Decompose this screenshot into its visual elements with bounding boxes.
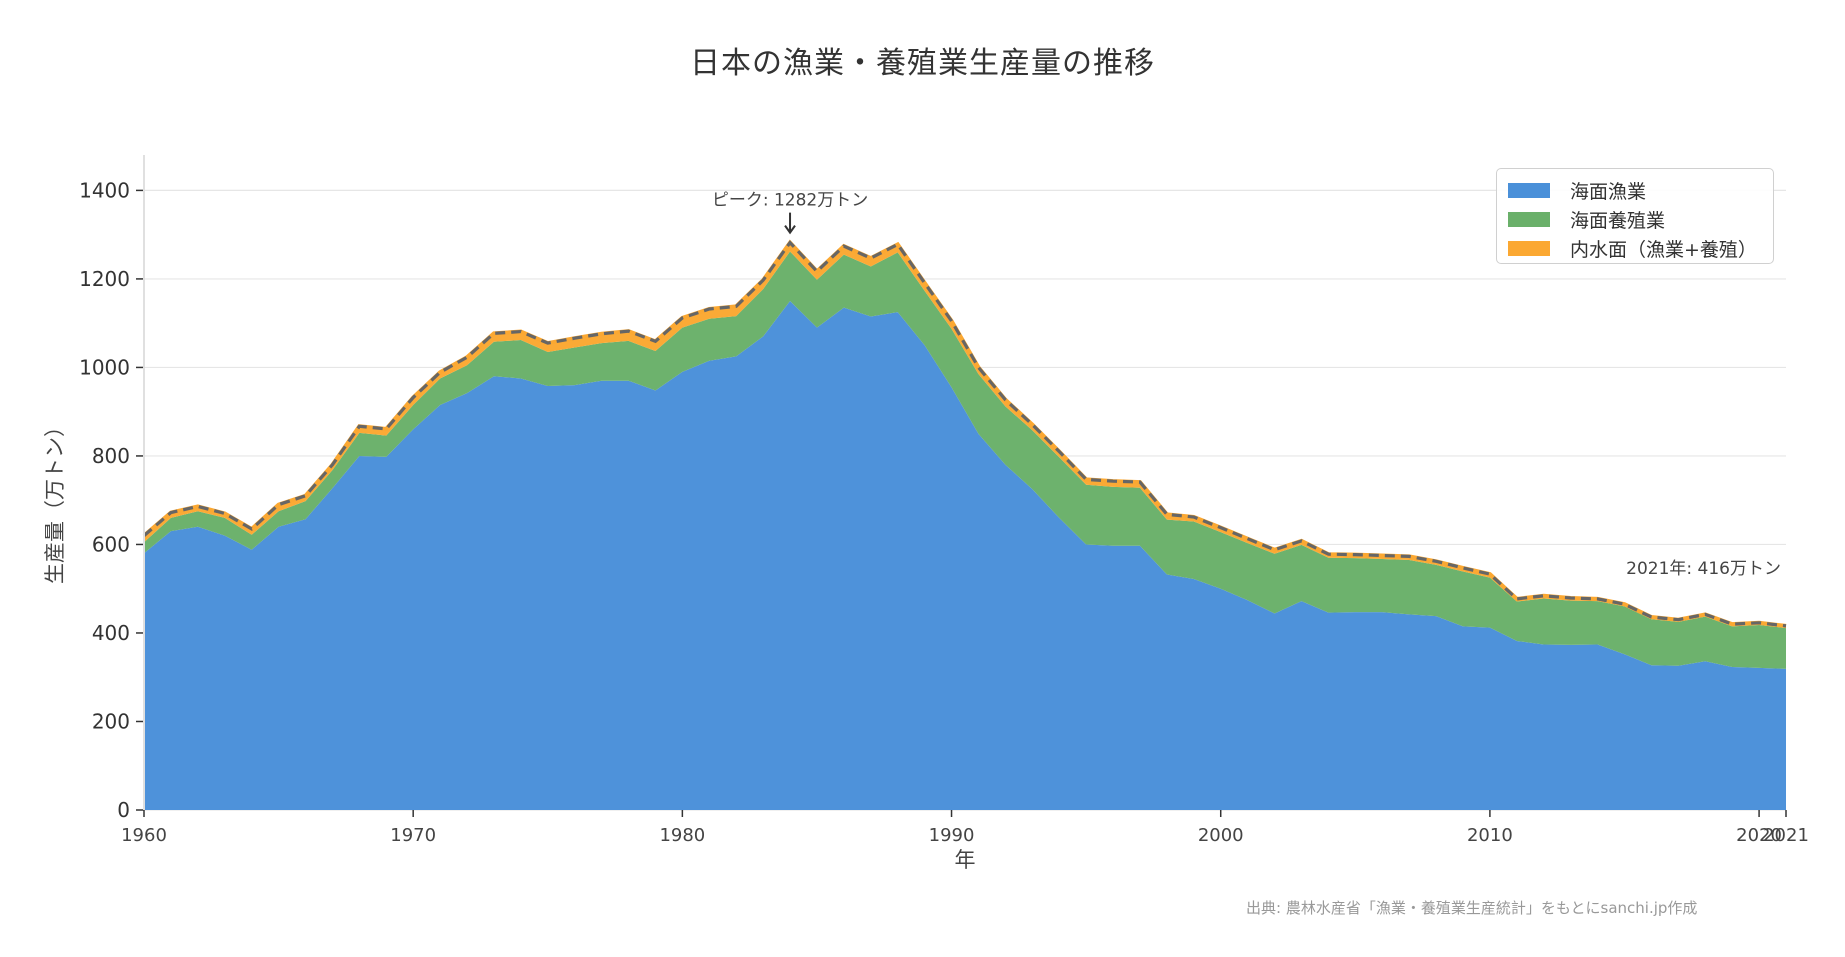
y-tick-label: 800 [92,444,130,468]
area-series-0 [144,301,1786,810]
x-tick-label: 1990 [929,825,975,846]
x-axis-label: 年 [955,848,976,872]
annotations: ピーク: 1282万トン 2021年: 416万トン [712,191,1781,579]
x-tick-label: 2010 [1467,825,1513,846]
y-tick-label: 0 [117,798,130,822]
data-areas [142,239,1787,810]
y-tick-label: 1200 [79,267,130,291]
area-series-1 [144,251,1786,669]
legend-swatch-marine-aquaculture [1508,212,1550,227]
chart-title: 日本の漁業・養殖業生産量の推移 [690,46,1155,81]
legend-swatch-marine-fishing [1508,183,1550,198]
legend: 海面漁業 海面養殖業 内水面（漁業+養殖） [1496,168,1774,264]
x-tick-label: 1960 [121,825,167,846]
y-tick-label: 600 [92,532,130,556]
total-dashed-line [142,240,1787,628]
legend-label: 海面養殖業 [1570,210,1666,232]
x-tick-label: 1970 [390,825,436,846]
legend-label: 海面漁業 [1570,181,1647,203]
peak-annotation: ピーク: 1282万トン [712,191,868,211]
source-note: 出典: 農林水産省「漁業・養殖業生産統計」をもとにsanchi.jp作成 [1246,899,1698,917]
peak-arrow-head-icon [784,225,796,235]
y-tick-label: 1400 [79,178,130,202]
legend-item-marine-aquaculture: 海面養殖業 [1505,205,1765,234]
y-tick-label: 400 [92,621,130,645]
x-tick-label: 2021 [1763,825,1809,846]
latest-annotation: 2021年: 416万トン [1626,559,1781,579]
y-tick-label: 200 [92,709,130,733]
y-tick-label: 1000 [79,355,130,379]
legend-item-inland-water: 内水面（漁業+養殖） [1505,234,1765,263]
legend-label: 内水面（漁業+養殖） [1570,239,1757,261]
x-tick-label: 1980 [659,825,705,846]
legend-item-marine-fishing: 海面漁業 [1505,176,1765,205]
x-tick-label: 2020 [1736,825,1782,846]
y-axis-label: 生産量（万トン） [43,416,67,584]
axes: 0 200 400 600 800 1000 1200 1400 1960 1970 1980 199… [43,155,1809,872]
legend-swatch-inland-water [1508,241,1550,256]
x-tick-label: 2000 [1198,825,1244,846]
